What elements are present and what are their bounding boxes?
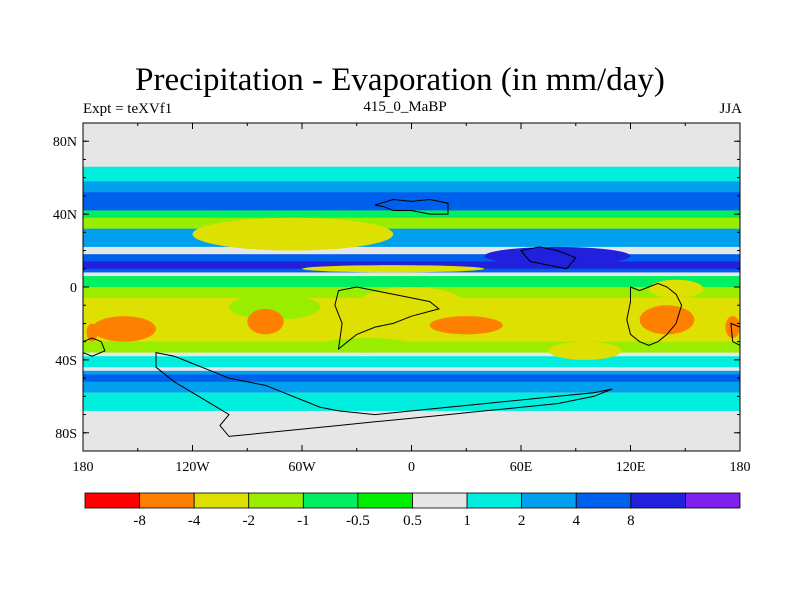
lat-tick-label: 80S bbox=[55, 427, 77, 442]
map-title: Precipitation - Evaporation (in mm/day) bbox=[135, 62, 665, 98]
colorbar-label: -8 bbox=[133, 513, 146, 529]
lat-tick-label: 40N bbox=[53, 208, 77, 223]
map-axes: 80N 40N 0 40S 80S 180 120W 60W 0 60E 120E 180 bbox=[53, 123, 751, 475]
colorbar-box bbox=[139, 492, 195, 509]
colorbar-box bbox=[357, 492, 413, 509]
colorbar-box bbox=[193, 492, 250, 509]
anomaly-patch-13 bbox=[484, 246, 631, 266]
anomaly-patch-9 bbox=[725, 316, 740, 339]
lon-tick-label: 60E bbox=[510, 460, 533, 475]
anomaly-patch-4 bbox=[247, 308, 284, 335]
anomaly-patch-11 bbox=[548, 341, 622, 360]
zonal-band-15 bbox=[83, 374, 740, 382]
colorbar-label: -2 bbox=[243, 513, 256, 529]
colorbar-box bbox=[575, 492, 632, 509]
lat-tick-label: 0 bbox=[70, 281, 77, 296]
colorbar-label: -1 bbox=[297, 513, 310, 529]
anomaly-patch-10 bbox=[648, 279, 704, 298]
landmass-outline-4 bbox=[83, 337, 106, 357]
landmass-outline-1 bbox=[520, 246, 577, 270]
colorbar-box bbox=[412, 492, 468, 509]
landmass-outline-2 bbox=[334, 286, 440, 351]
landmass-outline-5 bbox=[730, 322, 740, 346]
lon-tick-label: 180 bbox=[730, 460, 751, 475]
landmass-outline-3 bbox=[626, 282, 683, 346]
colorbar-box bbox=[685, 492, 741, 509]
colorbar-box bbox=[630, 492, 686, 509]
experiment-label: Expt = teXVf1 bbox=[83, 101, 173, 117]
lon-tick-label: 180 bbox=[73, 460, 94, 475]
anomaly-patch-12 bbox=[320, 338, 412, 353]
anomaly-patch-3 bbox=[356, 287, 467, 324]
colorbar-label: -0.5 bbox=[346, 513, 370, 529]
zonal-band-7 bbox=[83, 261, 740, 269]
colorbar-label: -4 bbox=[188, 513, 201, 529]
anomaly-patch-7 bbox=[639, 305, 695, 335]
landmass-outline-0 bbox=[374, 198, 449, 215]
anomaly-patch-8 bbox=[86, 323, 98, 342]
anomaly-patch-2 bbox=[302, 265, 485, 273]
anomaly-patch-6 bbox=[92, 316, 156, 342]
colorbar-label: 0.5 bbox=[403, 513, 422, 529]
colorbar-label: 8 bbox=[627, 513, 635, 529]
lon-tick-label: 60W bbox=[288, 460, 316, 475]
lat-tick-label: 40S bbox=[55, 354, 77, 369]
colorbar-box bbox=[302, 492, 359, 509]
period-label: 415_0_MaBP bbox=[363, 99, 447, 115]
zonal-band-16 bbox=[83, 392, 740, 411]
colorbar-label: 1 bbox=[463, 513, 471, 529]
anomaly-patch-0 bbox=[192, 217, 394, 251]
map-field-layers bbox=[83, 123, 740, 451]
lon-tick-label: 120E bbox=[616, 460, 646, 475]
colorbar-label: 2 bbox=[518, 513, 526, 529]
anomaly-patch-5 bbox=[429, 316, 503, 335]
landmass-outline-6 bbox=[155, 351, 613, 437]
lat-tick-label: 80N bbox=[53, 135, 77, 150]
colorbar-box bbox=[248, 492, 304, 509]
colorbar-box bbox=[466, 492, 523, 509]
colorbar-label: 4 bbox=[573, 513, 581, 529]
zonal-band-12 bbox=[83, 341, 740, 353]
colorbar-box bbox=[521, 492, 577, 509]
lon-tick-label: 0 bbox=[408, 460, 415, 475]
lon-tick-label: 120W bbox=[175, 460, 210, 475]
zonal-band-13 bbox=[83, 356, 740, 368]
season-label: JJA bbox=[719, 101, 742, 117]
coastlines bbox=[83, 198, 740, 437]
colorbar-box bbox=[84, 492, 140, 509]
